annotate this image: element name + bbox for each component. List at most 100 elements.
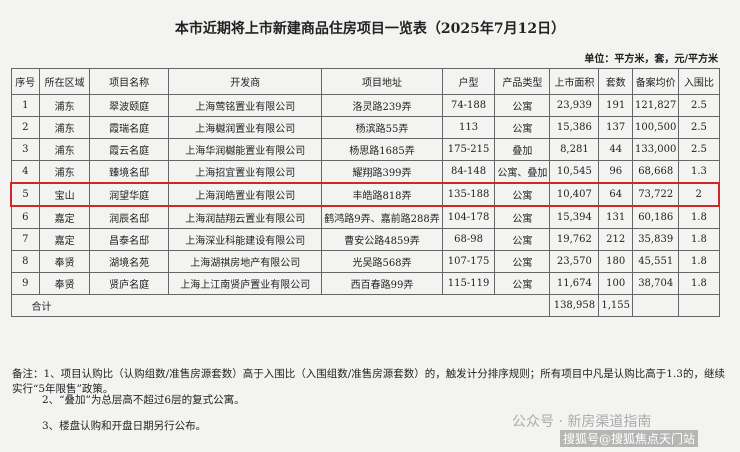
table-cell: 11,674	[549, 272, 600, 295]
table-cell: 15,386	[549, 116, 600, 139]
table-cell: 翠波颐庭	[89, 94, 170, 117]
table-cell: 杨滨路55弄	[321, 116, 443, 139]
table-cell: 丰皓路818弄	[321, 182, 443, 207]
table-body: 1 浦东 翠波颐庭 上海莺铭置业有限公司 洛灵路239弄 74-188 公寓 23,939 19…	[10, 94, 721, 317]
table-cell: 23,570	[549, 250, 600, 273]
table-cell: 8,281	[549, 138, 600, 161]
table-cell: 68,668	[632, 160, 680, 184]
table-cell: 公寓	[494, 250, 551, 273]
table-cell: 107-175	[441, 250, 496, 273]
table-cell: 公寓	[494, 205, 551, 229]
table-cell: 23,939	[549, 94, 600, 117]
header-cell: 开发商	[168, 68, 323, 95]
table-cell: 上海招宜置业有限公司	[168, 160, 323, 184]
table-cell: 15,394	[549, 205, 600, 229]
table-cell: 113	[441, 116, 496, 139]
table-cell: 杨思路1685弄	[321, 138, 443, 161]
table-row: 4 浦东 臻境名邸 上海招宜置业有限公司 耀翔路399弄 84-148 公寓、叠加 10,54…	[10, 160, 720, 184]
table-cell: 2	[678, 182, 721, 207]
header-cell: 所在区域	[39, 68, 91, 95]
table-cell: 73,722	[632, 182, 680, 207]
table-cell: 公寓	[494, 228, 551, 251]
table-cell: 霞瑞名庭	[89, 116, 170, 139]
table-cell: 175-215	[441, 138, 496, 161]
table-cell: 湖境名苑	[89, 250, 170, 273]
table-row: 9 奉贤 贤庐名庭 上海上江南贤庐置业有限公司 西百春路99弄 115-119 公寓 11,6…	[10, 272, 720, 295]
table-cell: 115-119	[441, 272, 496, 295]
table-cell: 1.8	[678, 250, 720, 273]
table-cell: 贤庐名庭	[89, 272, 170, 295]
header-row: 序号 所在区域 项目名称 开发商 项目地址 户型 产品类型 上市面积 套数 备案均价 入围比	[10, 68, 720, 95]
table-cell: 1.8	[678, 228, 720, 251]
table-cell: 1.8	[678, 272, 720, 295]
table-cell: 浦东	[39, 138, 91, 161]
table-cell: 74-188	[441, 94, 496, 117]
table-cell: 96	[598, 160, 634, 184]
table-row: 5 宝山 润望华庭 上海润皓置业有限公司 丰皓路818弄 135-188 公寓 10,407 6…	[10, 182, 721, 207]
header-cell: 项目名称	[89, 68, 170, 95]
table-cell	[678, 294, 720, 317]
table-cell: 霞云名庭	[89, 138, 170, 161]
watermark: 公众号 · 新房渠道指南	[512, 414, 652, 430]
table-cell: 公寓、叠加	[494, 160, 551, 184]
table-cell: 100,500	[632, 116, 680, 139]
table-cell: 2	[10, 116, 41, 139]
table-cell: 昌泰名邸	[89, 228, 170, 251]
table-cell: 8	[10, 250, 41, 273]
table-cell: 10,545	[549, 160, 600, 184]
table-cell: 上海上江南贤庐置业有限公司	[168, 272, 323, 295]
table-cell: 上海润喆翔云置业有限公司	[168, 205, 323, 229]
total-units: 1,155	[598, 294, 634, 317]
table-cell: 7	[10, 228, 41, 251]
table-cell: 44	[598, 138, 634, 161]
header-cell: 序号	[10, 68, 41, 95]
table-cell: 1	[10, 94, 41, 117]
table-row: 7 嘉定 昌泰名邸 上海深业科能建设有限公司 曹安公路4859弄 68-98 公寓 19,76…	[10, 228, 720, 251]
table-cell: 212	[598, 228, 634, 251]
table-cell: 嘉定	[39, 228, 91, 251]
table-cell: 西百春路99弄	[321, 272, 443, 295]
table-cell: 公寓	[494, 116, 551, 139]
table-row: 2 浦东 霞瑞名庭 上海樾润置业有限公司 杨滨路55弄 113 公寓 15,386 137 100…	[10, 116, 720, 139]
table-cell: 上海润皓置业有限公司	[168, 182, 323, 207]
title: 本市近期将上市新建商品住房项目一览表（2025年7月12日）	[174, 21, 566, 37]
table-cell: 64	[598, 182, 634, 207]
header-cell: 备案均价	[632, 68, 680, 95]
total-area: 138,958	[549, 294, 600, 317]
watermark: 搜狐号@搜狐焦点天门站	[560, 430, 699, 447]
total-label: 合计	[10, 294, 551, 317]
table-cell: 上海湖祺房地产有限公司	[168, 250, 323, 273]
table-cell: 浦东	[39, 116, 91, 139]
table-cell: 奉贤	[39, 250, 91, 273]
table-cell: 84-148	[441, 160, 496, 184]
table-cell: 1.3	[678, 160, 720, 184]
table-cell: 公寓	[494, 94, 551, 117]
table-cell: 9	[10, 272, 41, 295]
table-cell: 121,827	[632, 94, 680, 117]
header-cell: 户型	[441, 68, 496, 95]
header-cell: 上市面积	[549, 68, 600, 95]
table-cell: 60,186	[632, 205, 680, 229]
table-cell: 润辰名邸	[89, 205, 170, 229]
table-cell: 137	[598, 116, 634, 139]
table-cell: 耀翔路399弄	[321, 160, 443, 184]
table-cell: 光吴路568弄	[321, 250, 443, 273]
table-cell: 上海樾润置业有限公司	[168, 116, 323, 139]
table-row: 1 浦东 翠波颐庭 上海莺铭置业有限公司 洛灵路239弄 74-188 公寓 23,939 19…	[10, 94, 720, 117]
table-cell: 10,407	[549, 182, 600, 207]
table-cell: 叠加	[494, 138, 551, 161]
table-row: 6 嘉定 润辰名邸 上海润喆翔云置业有限公司 鹤鸿路9弄、嘉前路288弄 104-178 公…	[10, 205, 720, 229]
table-cell: 公寓	[494, 272, 551, 295]
table-cell: 浦东	[39, 94, 91, 117]
table-cell: 180	[598, 250, 634, 273]
header-cell: 套数	[598, 68, 634, 95]
table-cell: 135-188	[441, 182, 496, 207]
project-table: 序号 所在区域 项目名称 开发商 项目地址 户型 产品类型 上市面积 套数 备案均价 入围比 1 浦东…	[10, 68, 721, 317]
table-cell: 上海莺铭置业有限公司	[168, 94, 323, 117]
table-cell: 4	[10, 160, 41, 184]
table-cell: 2.5	[678, 116, 720, 139]
header-cell: 产品类型	[494, 68, 551, 95]
table-cell: 191	[598, 94, 634, 117]
table-cell: 3	[10, 138, 41, 161]
table-cell: 133,000	[632, 138, 680, 161]
